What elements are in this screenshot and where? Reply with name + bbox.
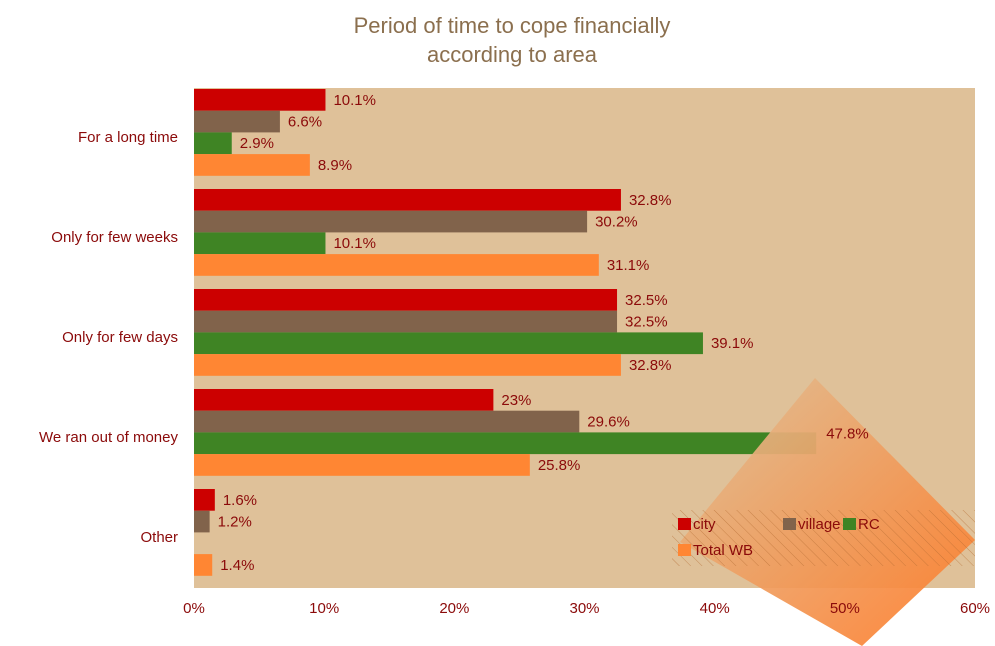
y-tick-label: Other bbox=[140, 529, 178, 546]
chart-title: according to area bbox=[427, 42, 598, 67]
value-label: 32.5% bbox=[625, 314, 668, 331]
bar bbox=[194, 154, 310, 176]
value-label: 1.6% bbox=[223, 492, 257, 509]
legend-hatch bbox=[672, 510, 975, 566]
bar bbox=[194, 310, 618, 333]
chart-title: Period of time to cope financially bbox=[354, 13, 671, 38]
bar bbox=[194, 232, 326, 255]
value-label: 31.1% bbox=[607, 257, 650, 274]
legend-swatch bbox=[843, 518, 856, 530]
bar bbox=[194, 489, 215, 511]
legend-label: Total WB bbox=[693, 542, 753, 559]
legend-label: village bbox=[798, 516, 841, 533]
value-label: 32.5% bbox=[625, 292, 668, 309]
value-label: 1.4% bbox=[220, 557, 254, 574]
x-tick-label: 10% bbox=[309, 600, 339, 617]
bar bbox=[194, 432, 817, 455]
legend-label: RC bbox=[858, 516, 880, 533]
bar bbox=[194, 110, 280, 133]
y-tick-label: Only for few days bbox=[62, 329, 178, 346]
bar bbox=[194, 189, 621, 211]
value-label: 10.1% bbox=[333, 92, 376, 109]
value-label: 47.8% bbox=[826, 425, 869, 442]
value-label: 25.8% bbox=[538, 457, 581, 474]
x-tick-label: 50% bbox=[830, 600, 860, 617]
bar bbox=[194, 510, 210, 533]
value-label: 10.1% bbox=[333, 235, 376, 252]
x-tick-label: 20% bbox=[439, 600, 469, 617]
bar bbox=[194, 289, 618, 311]
value-label: 32.8% bbox=[629, 192, 672, 209]
legend-swatch bbox=[783, 518, 796, 530]
bar bbox=[194, 89, 326, 111]
y-tick-label: Only for few weeks bbox=[51, 229, 178, 246]
value-label: 8.9% bbox=[318, 157, 352, 174]
bar bbox=[194, 132, 232, 155]
y-tick-label: For a long time bbox=[78, 129, 178, 146]
value-label: 32.8% bbox=[629, 357, 672, 374]
x-tick-label: 30% bbox=[569, 600, 599, 617]
x-tick-label: 40% bbox=[700, 600, 730, 617]
bar bbox=[194, 389, 494, 411]
bar bbox=[194, 454, 530, 476]
value-label: 6.6% bbox=[288, 114, 322, 131]
bar bbox=[194, 354, 621, 376]
bar bbox=[194, 332, 703, 355]
y-tick-label: We ran out of money bbox=[39, 429, 178, 446]
value-label: 39.1% bbox=[711, 335, 754, 352]
legend-swatch bbox=[678, 518, 691, 530]
value-label: 23% bbox=[501, 392, 531, 409]
value-label: 30.2% bbox=[595, 214, 638, 231]
bar bbox=[194, 210, 588, 233]
bar bbox=[194, 254, 599, 276]
value-label: 29.6% bbox=[587, 414, 630, 431]
legend-label: city bbox=[693, 516, 716, 533]
value-label: 2.9% bbox=[240, 135, 274, 152]
x-tick-label: 60% bbox=[960, 600, 990, 617]
x-tick-label: 0% bbox=[183, 600, 205, 617]
legend-swatch bbox=[678, 544, 691, 556]
bar bbox=[194, 554, 213, 576]
value-label: 1.2% bbox=[218, 514, 252, 531]
bar bbox=[194, 410, 580, 433]
